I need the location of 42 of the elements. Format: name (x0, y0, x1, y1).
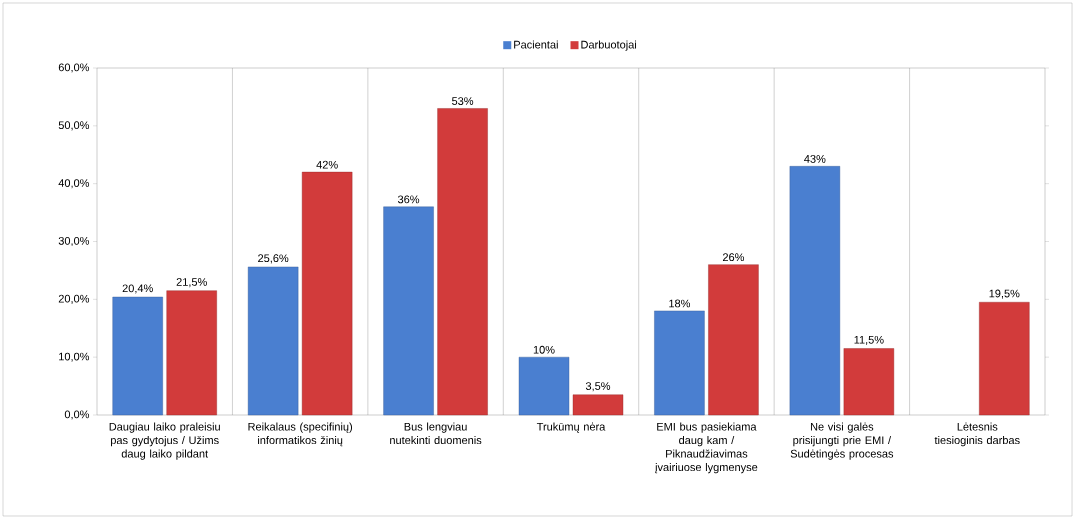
bar (437, 108, 488, 416)
data-label: 10% (533, 345, 555, 354)
data-label: 19,5% (989, 289, 1020, 299)
bar (518, 356, 570, 416)
y-tick-label: 50,0% (58, 121, 90, 131)
x-tick-label: Bus lengviau nutekinti duomenis (390, 422, 482, 445)
legend-label: Pacientai (514, 40, 558, 49)
bar (166, 290, 217, 416)
bar (789, 166, 841, 416)
data-label: 3,5% (585, 382, 611, 392)
data-label: 42% (316, 160, 338, 169)
data-label: 18% (669, 299, 691, 308)
y-tick-label: 30,0% (58, 236, 90, 247)
y-tick-label: 10,0% (59, 352, 90, 362)
x-tick-label: EMI bus pasiekiama daug kam / Piknaudžiavimas įvairiuose lygmenyse (655, 422, 758, 474)
data-label: 21,5% (176, 278, 207, 288)
bar (708, 264, 759, 416)
data-label: 43% (804, 155, 826, 163)
bar (112, 296, 163, 416)
data-label: 26% (722, 253, 745, 262)
y-tick-label: 40,0% (58, 179, 90, 189)
data-label: 53% (452, 97, 474, 105)
data-label: 25,6% (258, 254, 289, 264)
bar (301, 171, 353, 416)
bar (247, 266, 299, 416)
x-tick-label: Lėtesnis tiesioginis darbas (934, 422, 1020, 447)
bar (654, 310, 705, 416)
bar (572, 394, 624, 416)
x-tick-label: Reikalaus (specifinių) informatikos žinių (248, 422, 353, 447)
x-tick-label: Ne visi galės prisijungti prie EMI / Sudėtingės procesas (790, 422, 894, 460)
bar (979, 302, 1030, 416)
legend-label: Darbuotojai (581, 40, 637, 51)
y-tick-label: 20,0% (58, 294, 90, 304)
data-label: 36% (397, 195, 420, 204)
data-label: 11,5% (854, 335, 884, 345)
y-tick-label: 60,0% (58, 63, 90, 73)
x-tick-label: Daugiau laiko praleisiu pas gydytojus / Užims daug laiko pildant (109, 422, 220, 460)
x-tick-label: Trukūmų nėra (536, 422, 606, 433)
bar (383, 206, 434, 416)
data-label: 20,4% (122, 284, 153, 294)
bar (843, 348, 895, 416)
y-tick-label: 0,0% (64, 410, 90, 420)
